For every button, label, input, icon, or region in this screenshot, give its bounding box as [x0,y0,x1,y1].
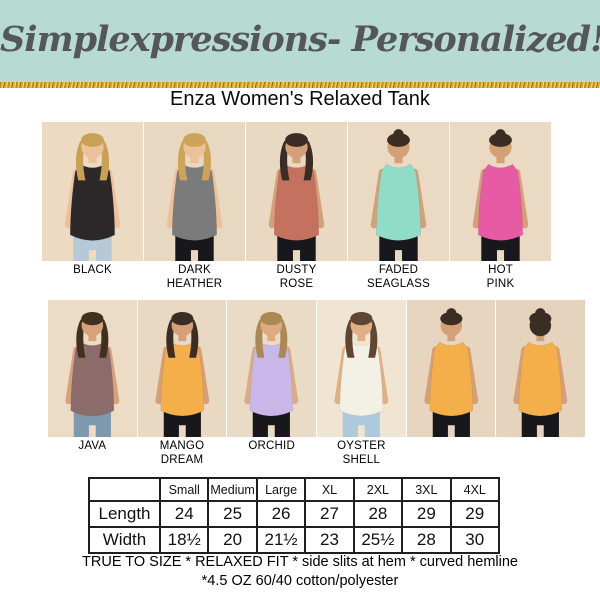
model-photo-illustration [137,300,227,437]
color-label: OYSTER SHELL [337,440,386,466]
measurement-value: 24 [158,500,210,528]
colorway-alt-view [496,300,586,468]
model-photo [42,122,143,261]
model-photo-illustration [406,300,496,437]
colorway-dusty-rose: DUSTY ROSE [246,122,347,292]
size-column-header: XL [304,477,355,502]
color-label: BLACK [73,264,112,276]
model-photo [137,300,227,437]
model-photo-illustration [144,122,245,261]
measurement-value: 27 [304,500,355,528]
color-label: JAVA [78,440,107,452]
measurement-value: 25 [207,500,258,528]
colorway-java: JAVA [48,300,137,468]
color-label [496,437,585,468]
model-photo-illustration [48,300,137,437]
colorway-alt-view [406,300,496,468]
size-chart-corner-cell [88,477,161,502]
measurement-label: Width [88,526,161,554]
measurement-value: 25½ [352,526,404,554]
color-label [407,437,496,468]
size-column-header: 2XL [352,477,404,502]
model-photo-illustration [42,122,143,261]
colorway-dark-heather: DARK HEATHER [144,122,245,292]
model-photo-illustration [246,122,347,261]
measurement-value: 29 [449,500,501,528]
model-photo [406,300,496,437]
model-photo [496,300,586,437]
colorway-oyster-shell: OYSTER SHELL [317,300,406,468]
color-label: ORCHID [248,440,295,452]
measurement-value: 18½ [158,526,210,554]
size-column-header: Large [255,477,307,502]
model-photo [450,122,551,261]
model-photo [227,300,317,437]
size-chart-row: Length 24 25 26 27 28 29 29 [88,500,501,528]
fit-note: TRUE TO SIZE * RELAXED FIT * side slits … [82,554,518,570]
size-column-header: 3XL [401,477,452,502]
measurement-value: 30 [449,526,501,554]
model-photo-illustration [450,122,551,261]
model-photo-illustration [348,122,449,261]
model-photo [144,122,245,261]
colorway-mango-dream: MANGO DREAM [137,300,227,468]
model-photo-illustration [227,300,317,437]
product-notes: TRUE TO SIZE * RELAXED FIT * side slits … [0,553,600,590]
size-column-header: 4XL [449,477,501,502]
fabric-note: *4.5 OZ 60/40 cotton/polyester [201,572,399,589]
colorway-orchid: ORCHID [227,300,317,468]
measurement-value: 23 [304,526,355,554]
model-photo-illustration [496,300,586,437]
model-photo [317,300,406,437]
brand-title: Simplexpressions- Personalized! [0,19,600,60]
color-label: MANGO DREAM [159,440,205,466]
measurement-value: 29 [401,500,452,528]
measurement-value: 28 [401,526,452,554]
measurement-value: 28 [352,500,404,528]
size-chart-row: Width 18½ 20 21½ 23 25½ 28 30 [88,526,501,554]
size-column-header: Small [158,477,210,502]
model-photo [246,122,347,261]
glitter-divider [0,82,600,88]
measurement-value: 20 [207,526,258,554]
measurement-value: 21½ [255,526,307,554]
color-label: HOT PINK [486,264,515,290]
measurement-label: Length [88,500,161,528]
product-title: Enza Women's Relaxed Tank [170,88,430,110]
color-row-1: BLACK DARK HEATHER DUSTY ROSE FADED SEAGLASS HO… [42,122,551,292]
size-chart-table: Small Medium Large XL 2XL 3XL 4XL Length 24 25 26 2… [88,477,501,554]
colorway-hot-pink: HOT PINK [450,122,551,292]
size-chart-header-row: Small Medium Large XL 2XL 3XL 4XL [88,477,501,502]
model-photo-illustration [317,300,406,437]
color-row-2: JAVA MANGO DREAM ORCHID OYSTER SHELL [48,300,586,468]
size-column-header: Medium [207,477,258,502]
colorway-black: BLACK [42,122,143,292]
brand-banner: Simplexpressions- Personalized! [0,0,600,82]
model-photo [48,300,137,437]
model-photo [348,122,449,261]
colorway-faded-seaglass: FADED SEAGLASS [348,122,449,292]
color-label: FADED SEAGLASS [367,264,430,290]
color-label: DUSTY ROSE [276,264,317,290]
measurement-value: 26 [255,500,307,528]
color-label: DARK HEATHER [166,264,223,290]
